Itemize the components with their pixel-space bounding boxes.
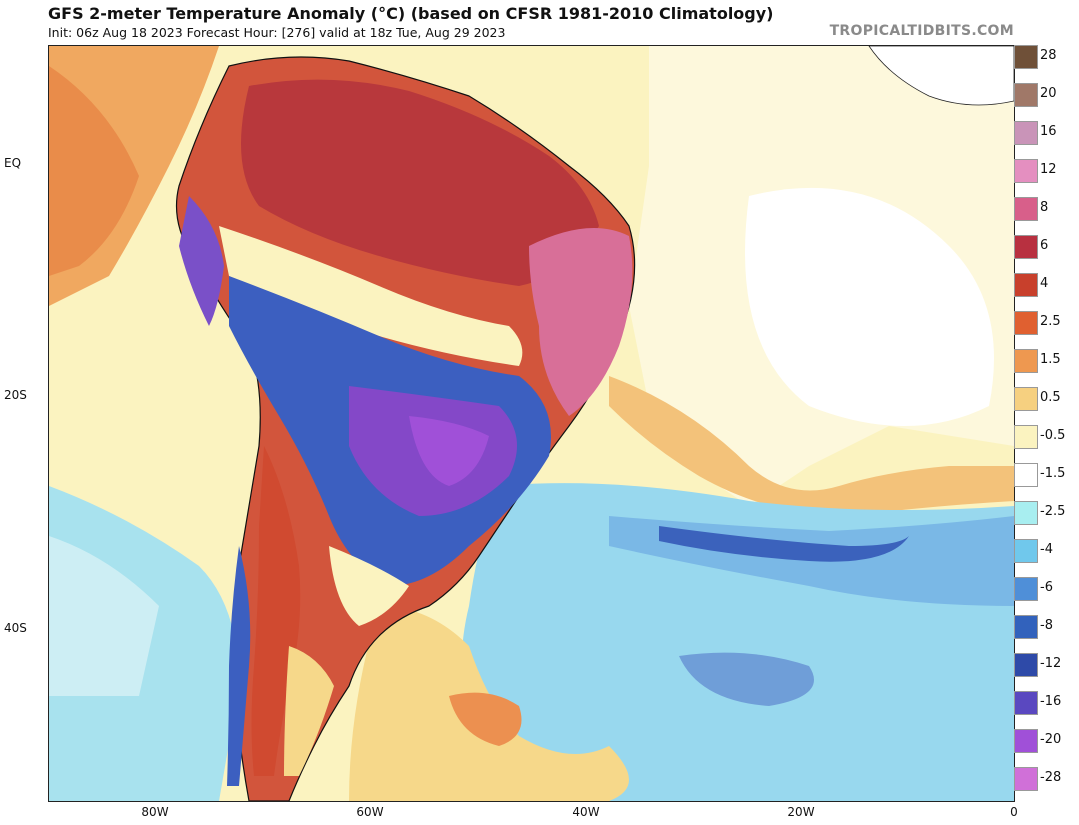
colorbar-label: 4 [1040, 276, 1049, 291]
colorbar-label: 8 [1040, 200, 1049, 215]
colorbar-swatch [1014, 691, 1038, 715]
colorbar-label: -6 [1040, 580, 1053, 595]
lon-label-0: 0 [1010, 805, 1018, 819]
temperature-anomaly-map [48, 45, 1015, 802]
colorbar-label: 20 [1040, 86, 1057, 101]
lat-label-40s: 40S [4, 621, 27, 635]
colorbar-label: -2.5 [1040, 504, 1066, 519]
colorbar-swatch [1014, 387, 1038, 411]
colorbar-swatch [1014, 159, 1038, 183]
colorbar-label: -16 [1040, 694, 1062, 709]
colorbar-legend: 28 20 16 12 8 6 4 2.5 1.5 0.5 -0.5 -1.5 … [1014, 45, 1079, 800]
colorbar-swatch [1014, 615, 1038, 639]
colorbar-label: 28 [1040, 48, 1057, 63]
lon-label-60w: 60W [356, 805, 384, 819]
colorbar-swatch [1014, 577, 1038, 601]
colorbar-swatch [1014, 235, 1038, 259]
colorbar-label: 0.5 [1040, 390, 1061, 405]
colorbar-label: -12 [1040, 656, 1062, 671]
colorbar-label: -4 [1040, 542, 1053, 557]
colorbar-swatch [1014, 767, 1038, 791]
colorbar-swatch [1014, 121, 1038, 145]
colorbar-label: 1.5 [1040, 352, 1061, 367]
chart-subtitle: Init: 06z Aug 18 2023 Forecast Hour: [27… [48, 25, 506, 40]
colorbar-label: -8 [1040, 618, 1053, 633]
colorbar-label: -1.5 [1040, 466, 1066, 481]
map-canvas [49, 46, 1014, 801]
lat-label-20s: 20S [4, 388, 27, 402]
lon-label-40w: 40W [572, 805, 600, 819]
colorbar-swatch [1014, 273, 1038, 297]
colorbar-label: -28 [1040, 770, 1062, 785]
colorbar-swatch [1014, 729, 1038, 753]
colorbar-swatch [1014, 311, 1038, 335]
colorbar-label: -0.5 [1040, 428, 1066, 443]
lon-label-20w: 20W [787, 805, 815, 819]
colorbar-swatch [1014, 653, 1038, 677]
colorbar-swatch [1014, 349, 1038, 373]
colorbar-label: 6 [1040, 238, 1049, 253]
chart-title: GFS 2-meter Temperature Anomaly (°C) (ba… [48, 4, 774, 23]
colorbar-label: 12 [1040, 162, 1057, 177]
colorbar-label: -20 [1040, 732, 1062, 747]
colorbar-swatch [1014, 197, 1038, 221]
colorbar-swatch [1014, 425, 1038, 449]
colorbar-label: 16 [1040, 124, 1057, 139]
colorbar-swatch [1014, 539, 1038, 563]
source-credit: TROPICALTIDBITS.COM [829, 23, 1014, 39]
lon-label-80w: 80W [141, 805, 169, 819]
colorbar-swatch [1014, 463, 1038, 487]
colorbar-swatch [1014, 501, 1038, 525]
colorbar-swatch [1014, 83, 1038, 107]
lat-label-eq: EQ [4, 156, 22, 170]
colorbar-swatch [1014, 45, 1038, 69]
colorbar-label: 2.5 [1040, 314, 1061, 329]
